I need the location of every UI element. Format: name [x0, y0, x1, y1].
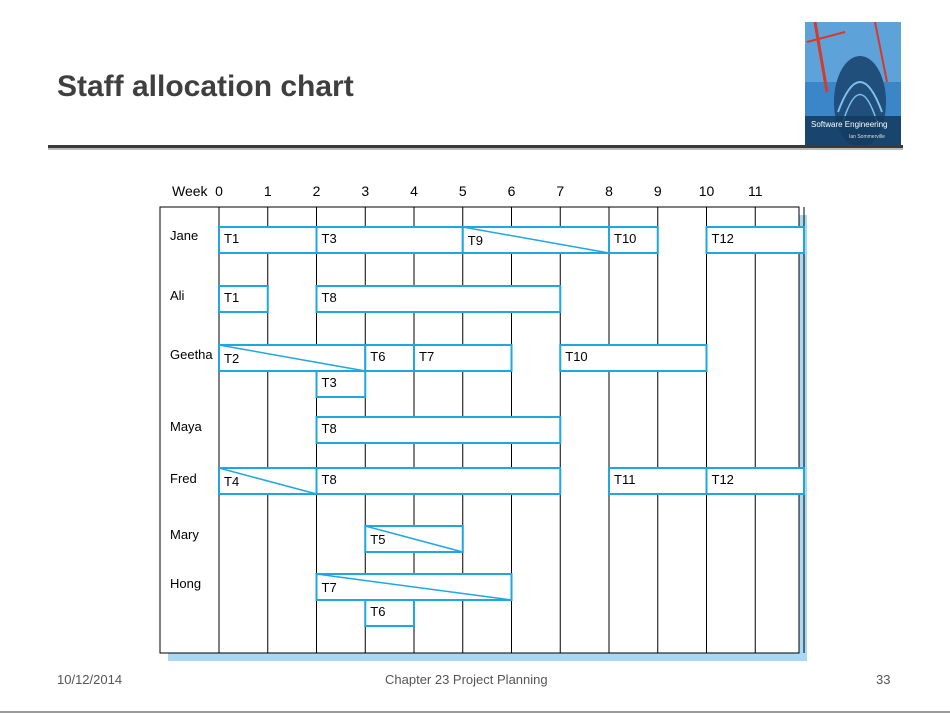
week-tick-label: 1 — [264, 183, 272, 199]
task-bar — [705, 467, 805, 495]
task-diagonal — [462, 226, 610, 254]
task-bar — [315, 416, 562, 444]
task-bar — [413, 344, 513, 372]
week-tick-label: 4 — [410, 183, 418, 199]
task-label: T11 — [614, 472, 635, 487]
book-cover-art — [805, 22, 901, 146]
staff-label: Jane — [170, 228, 198, 243]
week-tick-label: 3 — [361, 183, 369, 199]
task-bar — [705, 226, 805, 254]
task-bar — [559, 344, 708, 372]
task-bar — [315, 467, 562, 495]
task-bar — [364, 344, 415, 372]
footer-page-number: 33 — [876, 672, 891, 687]
task-label: T2 — [224, 351, 239, 366]
task-label: T8 — [322, 290, 337, 305]
task-label: T4 — [224, 474, 239, 489]
staff-label: Fred — [170, 471, 197, 486]
slide-title: Staff allocation chart — [57, 70, 354, 103]
book-cover-title: Software Engineering — [811, 120, 888, 129]
book-cover-author: Ian Sommerville — [849, 134, 885, 140]
task-diagonal — [218, 467, 317, 495]
task-label: T3 — [322, 375, 337, 390]
task-bar — [315, 285, 562, 313]
week-tick-label: 7 — [556, 183, 564, 199]
title-divider — [48, 145, 903, 148]
bottom-divider — [0, 711, 950, 713]
week-tick-label: 0 — [215, 183, 223, 199]
week-tick-label: 9 — [654, 183, 662, 199]
task-label: T5 — [370, 532, 385, 547]
week-tick-label: 6 — [508, 183, 516, 199]
task-label: T3 — [322, 231, 337, 246]
footer-chapter: Chapter 23 Project Planning — [385, 672, 548, 687]
task-diagonal — [365, 525, 463, 553]
task-bar — [315, 370, 367, 398]
staff-label: Ali — [170, 288, 185, 303]
week-tick-label: 11 — [748, 183, 763, 199]
title-divider-shadow — [48, 148, 903, 150]
book-cover-image: Software Engineering Ian Sommerville — [805, 22, 901, 146]
task-label: T1 — [224, 290, 239, 305]
task-label: T12 — [712, 472, 734, 487]
task-bar — [218, 226, 318, 254]
task-bar — [315, 226, 464, 254]
task-label: T6 — [370, 604, 385, 619]
staff-label: Maya — [170, 419, 203, 434]
staff-label: Hong — [170, 576, 201, 591]
task-label: T8 — [322, 472, 337, 487]
task-label: T8 — [322, 421, 337, 436]
task-diagonal — [316, 573, 512, 601]
task-bar — [608, 226, 659, 254]
staff-label: Mary — [170, 527, 199, 542]
task-bar — [218, 285, 269, 313]
task-label: T7 — [419, 349, 434, 364]
footer-date: 10/12/2014 — [57, 672, 123, 687]
week-tick-label: 8 — [605, 183, 613, 199]
task-bar — [364, 599, 415, 627]
task-label: T1 — [224, 231, 239, 246]
task-diagonal — [218, 344, 366, 372]
task-label: T10 — [565, 349, 587, 364]
task-label: T6 — [370, 349, 385, 364]
task-label: T10 — [614, 231, 636, 246]
task-label: T9 — [468, 233, 483, 248]
task-label: T12 — [712, 231, 734, 246]
week-tick-label: 2 — [313, 183, 321, 199]
week-tick-label: 10 — [699, 183, 715, 199]
week-tick-label: 5 — [459, 183, 467, 199]
staff-label: Geetha — [170, 347, 213, 362]
task-label: T7 — [322, 580, 337, 595]
week-axis-label: Week — [172, 183, 209, 199]
